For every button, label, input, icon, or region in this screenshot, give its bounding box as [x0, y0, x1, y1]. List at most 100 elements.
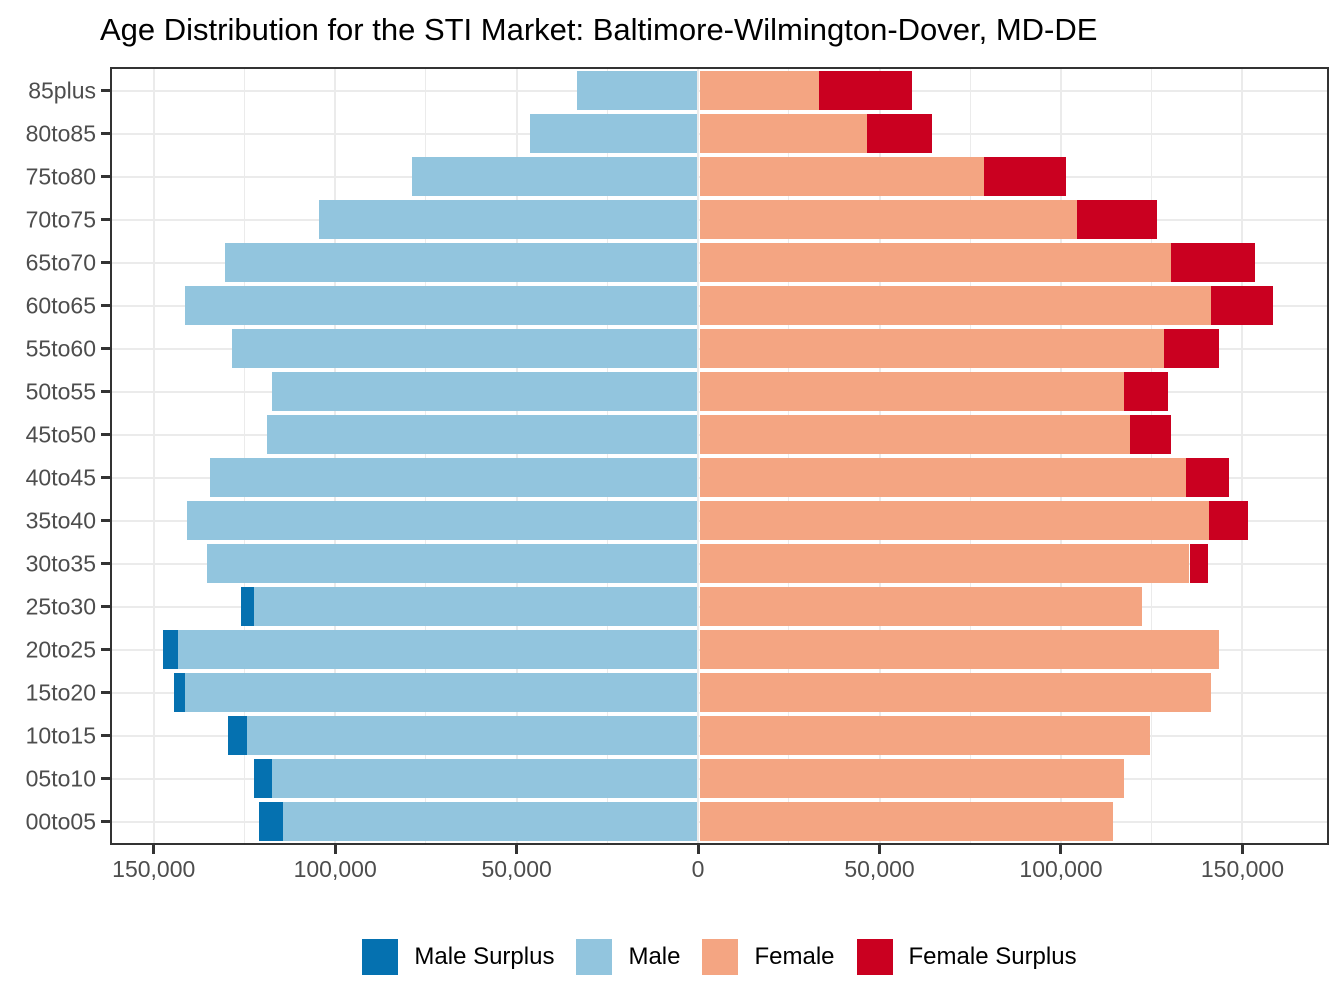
gridline-minor: [1151, 69, 1153, 843]
y-tick-mark: [101, 605, 110, 608]
bar-female-10to15: [699, 716, 1150, 755]
gridline-minor: [243, 69, 245, 843]
legend-item-male: Male: [576, 939, 680, 975]
bar-female-65to70: [699, 243, 1172, 282]
x-tick-label: 0: [691, 856, 705, 882]
x-tick-label: 150,000: [112, 856, 196, 882]
y-tick-mark: [101, 175, 110, 178]
bar-female-80to85: [699, 114, 867, 153]
gridline-major: [334, 69, 337, 843]
bar-female-55to60: [699, 329, 1165, 368]
y-tick-label-00to05: 00to05: [25, 808, 96, 834]
legend-label: Male Surplus: [414, 943, 555, 970]
bar-male-75to80: [411, 157, 697, 196]
y-tick-mark: [101, 304, 110, 307]
bar-male-40to45: [210, 458, 697, 497]
gridline-major: [1059, 69, 1062, 843]
y-tick-label-50to55: 50to55: [25, 378, 96, 404]
y-tick-label-05to10: 05to10: [25, 765, 96, 791]
chart-title: Age Distribution for the STI Market: Bal…: [100, 12, 1098, 47]
x-tick-label: 100,000: [293, 856, 377, 882]
bar-male-35to40: [186, 501, 697, 540]
x-tick-mark: [878, 845, 882, 854]
gridline-minor: [788, 69, 790, 843]
y-tick-label-85plus: 85plus: [28, 77, 96, 103]
bar-male-surplus-25to30: [241, 587, 254, 626]
bar-female-45to50: [699, 415, 1130, 454]
y-tick-label-60to65: 60to65: [25, 292, 96, 318]
bar-female-35to40: [699, 501, 1210, 540]
x-tick-label: 50,000: [844, 856, 915, 882]
bar-male-10to15: [246, 716, 697, 755]
bar-female-surplus-80to85: [866, 114, 932, 153]
bar-male-15to20: [184, 673, 697, 712]
y-tick-mark: [101, 218, 110, 221]
bar-female-20to25: [699, 630, 1219, 669]
bar-male-65to70: [224, 243, 697, 282]
x-tick-mark: [152, 845, 156, 854]
y-tick-mark: [101, 89, 110, 92]
y-tick-label-75to80: 75to80: [25, 163, 96, 189]
y-tick-label-35to40: 35to40: [25, 507, 96, 533]
legend-swatch: [576, 939, 613, 975]
bar-female-15to20: [699, 673, 1212, 712]
bar-male-05to10: [271, 759, 697, 798]
bar-male-surplus-00to05: [259, 802, 283, 841]
x-tick-label: 100,000: [1019, 856, 1103, 882]
y-tick-mark: [101, 519, 110, 522]
bar-female-40to45: [699, 458, 1186, 497]
bar-female-25to30: [699, 587, 1143, 626]
y-tick-mark: [101, 648, 110, 651]
bar-male-25to30: [253, 587, 697, 626]
y-tick-mark: [101, 347, 110, 350]
bar-male-surplus-20to25: [163, 630, 178, 669]
bar-female-30to35: [699, 544, 1190, 583]
y-tick-label-70to75: 70to75: [25, 206, 96, 232]
y-tick-mark: [101, 777, 110, 780]
bar-male-surplus-05to10: [253, 759, 272, 798]
bar-male-80to85: [529, 114, 697, 153]
bar-female-surplus-50to55: [1124, 372, 1168, 411]
y-tick-mark: [101, 390, 110, 393]
bar-male-30to35: [206, 544, 697, 583]
y-tick-label-55to60: 55to60: [25, 335, 96, 361]
bar-female-75to80: [699, 157, 985, 196]
legend-swatch: [856, 939, 893, 975]
gridline-major: [697, 69, 700, 843]
bar-male-00to05: [282, 802, 697, 841]
y-tick-mark: [101, 820, 110, 823]
bar-female-85plus: [699, 71, 820, 110]
y-tick-label-25to30: 25to30: [25, 593, 96, 619]
gridline-minor: [606, 69, 608, 843]
y-tick-label-20to25: 20to25: [25, 636, 96, 662]
gridline-major: [878, 69, 881, 843]
bar-male-surplus-15to20: [174, 673, 185, 712]
y-tick-mark: [101, 734, 110, 737]
bar-male-45to50: [266, 415, 697, 454]
y-tick-mark: [101, 476, 110, 479]
bar-female-00to05: [699, 802, 1114, 841]
bar-female-60to65: [699, 286, 1212, 325]
bar-female-surplus-60to65: [1211, 286, 1273, 325]
bar-male-20to25: [177, 630, 697, 669]
legend-swatch: [702, 939, 739, 975]
gridline-major: [152, 69, 155, 843]
legend-swatch: [362, 939, 399, 975]
bar-male-50to55: [271, 372, 697, 411]
bar-female-surplus-30to35: [1189, 544, 1208, 583]
gridline-minor: [425, 69, 427, 843]
y-tick-label-80to85: 80to85: [25, 120, 96, 146]
x-tick-label: 150,000: [1200, 856, 1285, 882]
x-tick-mark: [696, 845, 700, 854]
bar-male-60to65: [184, 286, 697, 325]
bar-female-surplus-75to80: [984, 157, 1067, 196]
bar-female-70to75: [699, 200, 1077, 239]
legend-label: Male: [628, 943, 681, 970]
y-tick-label-30to35: 30to35: [25, 550, 96, 576]
y-tick-mark: [101, 562, 110, 565]
bar-female-50to55: [699, 372, 1125, 411]
x-tick-mark: [1059, 845, 1063, 854]
y-tick-mark: [101, 261, 110, 264]
x-tick-mark: [515, 845, 519, 854]
y-tick-label-10to15: 10to15: [25, 722, 96, 748]
